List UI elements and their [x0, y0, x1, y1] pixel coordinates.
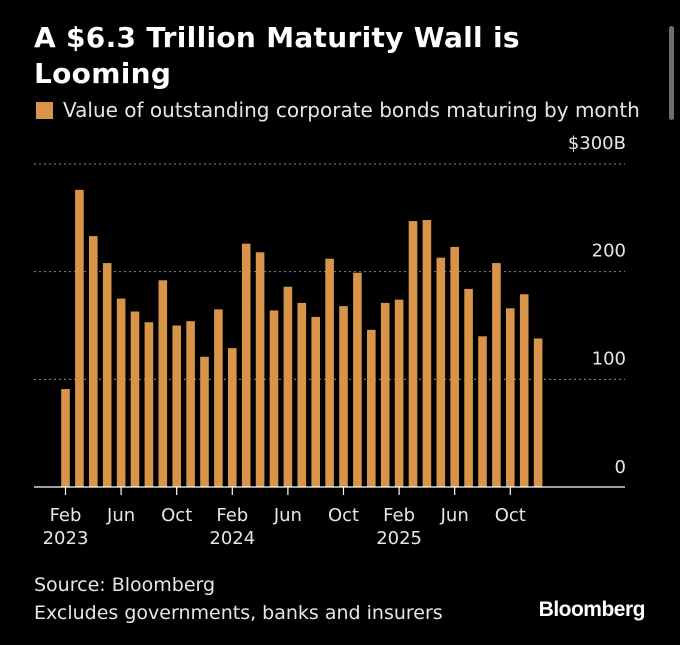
- bar: [116, 298, 126, 487]
- x-tick-label: Jun: [273, 505, 302, 526]
- y-tick-label: 0: [615, 457, 626, 478]
- bar: [478, 336, 487, 487]
- x-tick-year-label: 2024: [209, 528, 255, 549]
- bar: [436, 257, 446, 487]
- x-tick-year-label: 2023: [43, 528, 89, 549]
- bar: [255, 252, 265, 487]
- bar: [380, 302, 390, 487]
- bar: [61, 389, 70, 487]
- scrollbar[interactable]: [669, 26, 674, 120]
- bar: [75, 189, 84, 487]
- x-tick-label: Feb: [50, 505, 82, 526]
- y-tick-label: 100: [592, 348, 626, 369]
- bar: [325, 258, 334, 487]
- bar: [506, 308, 515, 487]
- x-tick-label: Feb: [216, 505, 248, 526]
- bar: [241, 243, 251, 487]
- bar: [519, 294, 529, 487]
- legend-swatch: [36, 101, 53, 119]
- bar: [408, 221, 418, 487]
- y-tick-label: 200: [592, 241, 626, 262]
- bar: [269, 310, 279, 487]
- bar: [130, 311, 140, 487]
- x-tick-label: Jun: [440, 505, 469, 526]
- bar: [214, 309, 223, 487]
- bar: [464, 288, 473, 487]
- exclusion-note: Excludes governments, banks and insurers: [34, 602, 443, 624]
- x-tick-label: Oct: [328, 505, 359, 526]
- bar: [102, 263, 112, 487]
- bloomberg-logo: Bloomberg: [538, 598, 646, 621]
- bar: [144, 322, 154, 487]
- bar: [311, 316, 320, 487]
- bar: [367, 329, 376, 487]
- bar: [394, 299, 404, 487]
- bar: [533, 338, 543, 487]
- legend-label: Value of outstanding corporate bonds mat…: [63, 98, 640, 122]
- x-tick-label: Jun: [106, 505, 135, 526]
- bar: [422, 219, 432, 487]
- legend: Value of outstanding corporate bonds mat…: [36, 98, 640, 122]
- bar: [172, 325, 181, 487]
- source-note: Source: Bloomberg: [34, 574, 216, 596]
- bar: [89, 236, 98, 487]
- footer: Source: Bloomberg Excludes governments, …: [34, 571, 443, 627]
- chart-title: A $6.3 Trillion Maturity Wall is Looming: [34, 21, 520, 90]
- x-tick-label: Oct: [495, 505, 526, 526]
- x-tick-year-label: 2025: [376, 528, 422, 549]
- bar: [158, 280, 168, 487]
- bar: [339, 306, 348, 487]
- bar: [450, 246, 459, 487]
- x-tick-label: Oct: [161, 505, 192, 526]
- y-tick-label: $300B: [568, 133, 626, 154]
- bar: [186, 321, 195, 487]
- bar: [353, 272, 362, 487]
- bar: [283, 286, 293, 487]
- bar: [200, 356, 209, 487]
- bar: [492, 263, 501, 487]
- bar: [228, 348, 237, 487]
- bar: [297, 302, 307, 487]
- x-tick-label: Feb: [383, 505, 415, 526]
